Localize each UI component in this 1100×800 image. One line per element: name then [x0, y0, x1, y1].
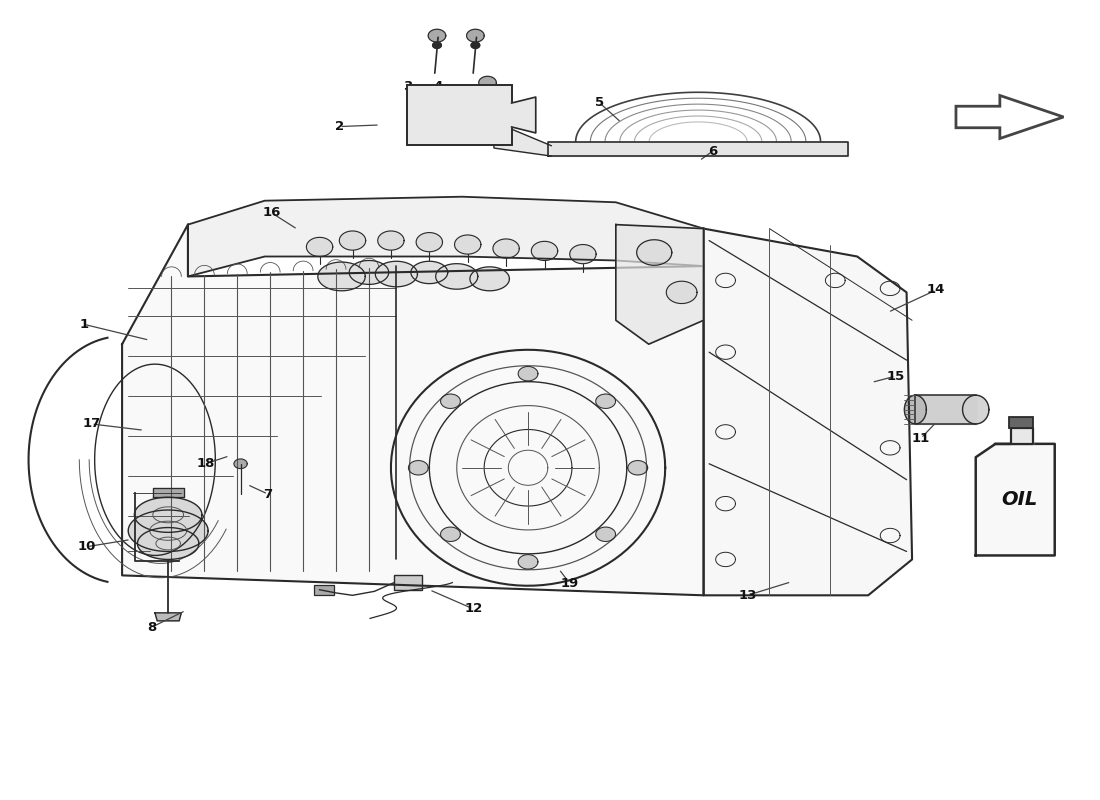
FancyBboxPatch shape [407, 85, 512, 145]
Polygon shape [596, 394, 616, 409]
Polygon shape [454, 235, 481, 254]
Polygon shape [904, 395, 926, 424]
Bar [315, 585, 333, 594]
Polygon shape [667, 282, 697, 303]
Text: 17: 17 [82, 418, 100, 430]
Polygon shape [441, 394, 460, 409]
Polygon shape [637, 240, 672, 266]
Polygon shape [512, 97, 536, 133]
Polygon shape [307, 238, 332, 257]
Polygon shape [570, 245, 596, 264]
Polygon shape [596, 527, 616, 542]
Polygon shape [518, 554, 538, 569]
Text: 6: 6 [707, 145, 717, 158]
Polygon shape [436, 264, 477, 289]
Text: 1: 1 [79, 318, 88, 330]
Polygon shape [996, 428, 1033, 444]
Text: 15: 15 [887, 370, 904, 382]
Text: 16: 16 [262, 206, 280, 219]
Polygon shape [318, 262, 365, 290]
Polygon shape [616, 225, 704, 344]
Polygon shape [478, 76, 496, 89]
Polygon shape [129, 510, 208, 551]
Text: 8: 8 [147, 621, 156, 634]
Polygon shape [339, 231, 365, 250]
Polygon shape [491, 127, 551, 156]
Polygon shape [155, 613, 182, 621]
Text: 5: 5 [595, 96, 604, 109]
Text: 14: 14 [927, 283, 945, 297]
Polygon shape [915, 395, 976, 424]
Text: 13: 13 [738, 589, 757, 602]
Text: 2: 2 [334, 120, 344, 133]
Text: OIL: OIL [1001, 490, 1037, 509]
Text: 10: 10 [78, 540, 96, 553]
Polygon shape [234, 459, 248, 469]
Polygon shape [138, 527, 199, 559]
Polygon shape [466, 30, 484, 42]
Text: 19: 19 [561, 577, 579, 590]
Polygon shape [122, 225, 704, 595]
Polygon shape [628, 461, 648, 475]
Polygon shape [134, 498, 202, 532]
Polygon shape [349, 261, 388, 285]
Text: 20: 20 [1035, 514, 1053, 528]
Polygon shape [432, 42, 441, 49]
Polygon shape [416, 233, 442, 252]
Polygon shape [492, 127, 505, 137]
Bar [394, 575, 421, 590]
Polygon shape [471, 42, 480, 49]
Polygon shape [976, 444, 1055, 555]
Polygon shape [408, 461, 428, 475]
Text: 7: 7 [264, 487, 273, 501]
Polygon shape [377, 231, 404, 250]
Bar [1009, 417, 1033, 428]
Polygon shape [428, 30, 446, 42]
Polygon shape [375, 262, 418, 286]
Polygon shape [962, 395, 989, 424]
Polygon shape [441, 527, 460, 542]
Polygon shape [153, 488, 184, 498]
Polygon shape [531, 242, 558, 261]
Polygon shape [493, 239, 519, 258]
Text: 3: 3 [403, 80, 412, 93]
Text: 18: 18 [196, 458, 214, 470]
Polygon shape [188, 197, 704, 277]
Polygon shape [548, 142, 848, 156]
Polygon shape [411, 262, 448, 284]
Polygon shape [518, 366, 538, 381]
Polygon shape [470, 267, 509, 290]
Text: 12: 12 [464, 602, 482, 615]
Polygon shape [704, 229, 912, 595]
Text: 11: 11 [912, 432, 930, 445]
Text: 4: 4 [433, 80, 442, 93]
